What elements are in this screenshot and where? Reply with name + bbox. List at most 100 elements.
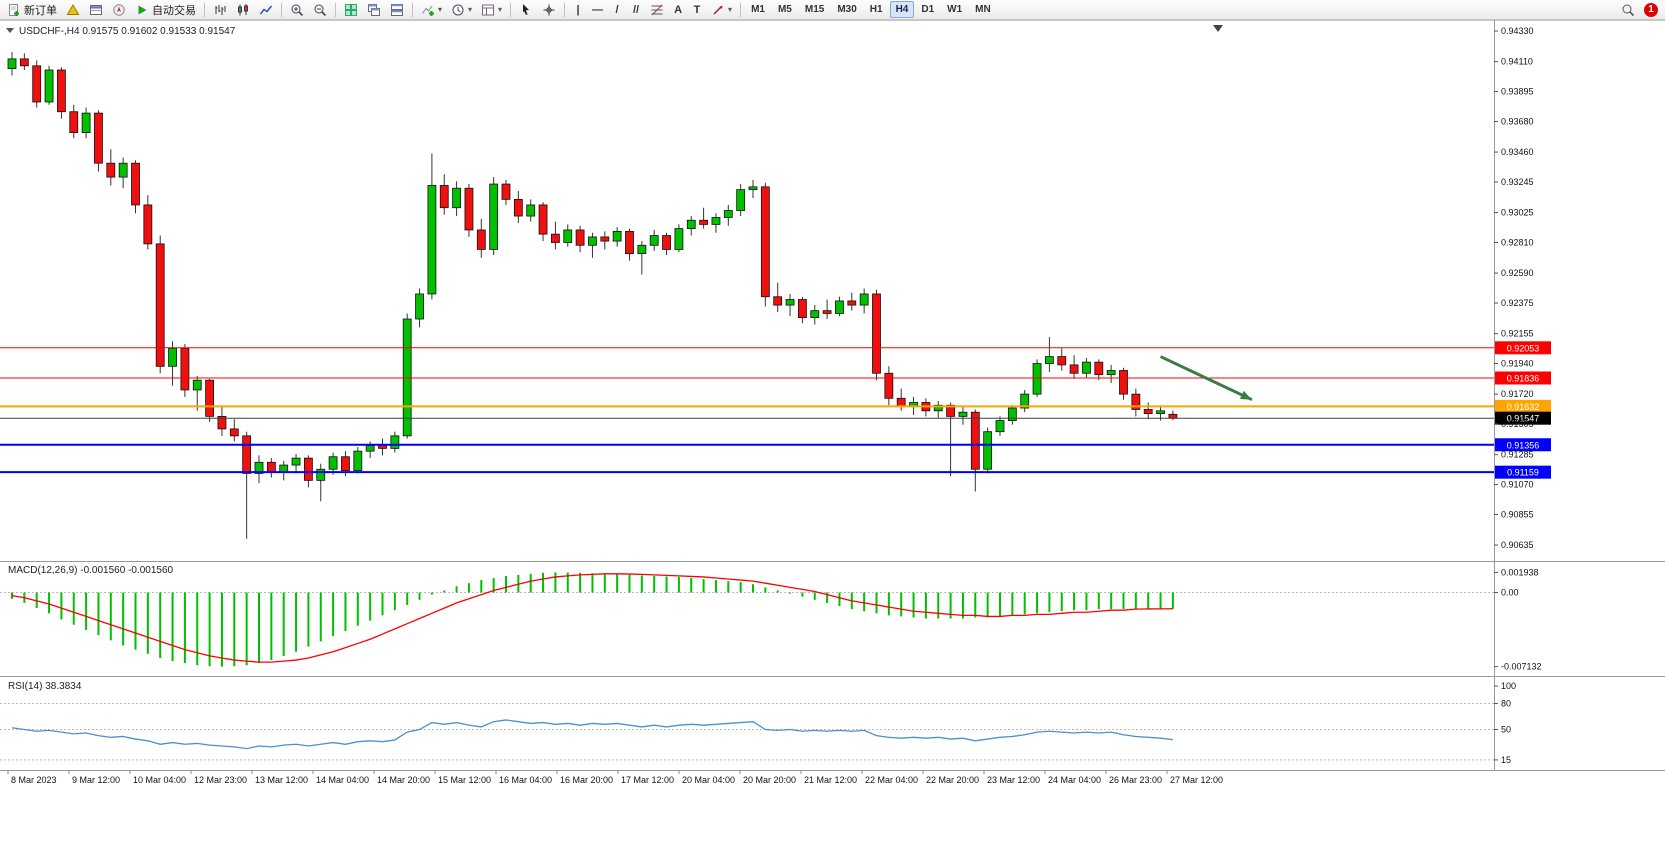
templates-icon [482, 4, 495, 15]
new-order-icon [9, 3, 19, 16]
svg-text:21 Mar 12:00: 21 Mar 12:00 [804, 775, 857, 785]
svg-text:0.92155: 0.92155 [1501, 329, 1534, 339]
data-window-button[interactable] [85, 0, 107, 20]
svg-text:0.94330: 0.94330 [1501, 26, 1534, 36]
svg-text:10 Mar 04:00: 10 Mar 04:00 [133, 775, 186, 785]
fibonacci-button[interactable] [646, 0, 668, 20]
svg-text:50: 50 [1501, 725, 1511, 735]
autotrading-button[interactable]: 自动交易 [131, 0, 200, 20]
toolbar-separator [740, 2, 742, 17]
trend-arrow[interactable] [1159, 355, 1253, 402]
crosshair-icon [543, 4, 555, 15]
timeframe-button-m30[interactable]: M30 [837, 4, 857, 15]
timeframe-button-d1[interactable]: D1 [921, 4, 935, 15]
indicators-button[interactable]: ▾ [417, 0, 446, 20]
rsi-line [11, 719, 1173, 750]
time-axis[interactable]: 8 Mar 2023 9 Mar 12:00 10 Mar 04:00 12 Mar … [7, 770, 1223, 785]
svg-text:24 Mar 04:00: 24 Mar 04:00 [1048, 775, 1101, 785]
tile-horizontal-button[interactable] [386, 0, 408, 20]
svg-text:100: 100 [1501, 681, 1516, 691]
channel-button[interactable]: // [627, 0, 645, 20]
search-button[interactable] [1617, 0, 1639, 20]
svg-text:0.93245: 0.93245 [1501, 177, 1534, 187]
horizontal-line-button[interactable]: — [588, 0, 607, 20]
price-tag [1495, 399, 1551, 413]
candlestick-chart-button[interactable] [232, 0, 254, 20]
line-chart-button[interactable] [255, 0, 277, 20]
svg-text:80: 80 [1501, 698, 1511, 708]
svg-text:17 Mar 12:00: 17 Mar 12:00 [621, 775, 674, 785]
arrows-tool-icon [713, 5, 723, 15]
text-button[interactable]: A [669, 0, 687, 20]
toolbar-separator [281, 2, 282, 17]
timeframe-button-mn[interactable]: MN [975, 4, 991, 15]
candlestick-series [7, 51, 1178, 539]
notification-badge[interactable]: 1 [1644, 2, 1658, 17]
svg-text:0.93680: 0.93680 [1501, 116, 1534, 126]
svg-text:16 Mar 04:00: 16 Mar 04:00 [499, 775, 552, 785]
arrows-button[interactable]: ▾ [707, 0, 736, 20]
timeframe-button-m15[interactable]: M15 [804, 4, 825, 15]
svg-text:0.91940: 0.91940 [1501, 359, 1534, 369]
market-watch-button[interactable] [62, 0, 84, 20]
label-button[interactable]: T [688, 0, 706, 20]
timeframe-button-h4[interactable]: H4 [889, 1, 915, 18]
price-tag [1495, 465, 1551, 479]
zoom-out-button[interactable] [309, 0, 331, 20]
indicators-icon [422, 5, 434, 16]
label-tool-icon: T [693, 3, 701, 16]
timeframe-button-w1[interactable]: W1 [947, 4, 963, 15]
fibonacci-icon [651, 4, 663, 15]
svg-text:0.93460: 0.93460 [1501, 147, 1534, 157]
rsi-label: RSI(14) 38.3834 [8, 681, 82, 692]
svg-text:27 Mar 12:00: 27 Mar 12:00 [1170, 775, 1223, 785]
chart-canvas[interactable]: 0.92053 0.91836 0.91632 0.91547 0.91356 0.911… [0, 20, 1665, 841]
periods-button[interactable]: ▾ [447, 0, 476, 20]
svg-text:0.93895: 0.93895 [1501, 87, 1534, 97]
svg-text:26 Mar 23:00: 26 Mar 23:00 [1109, 775, 1162, 785]
chart-ohlc-label: USDCHF-,H4 0.91575 0.91602 0.91533 0.915… [19, 26, 236, 37]
price-axis[interactable]: 0.94330 0.94110 0.93895 0.93680 0.93460 0.932… [1494, 26, 1534, 550]
new-order-button[interactable]: 新订单 [3, 0, 61, 20]
cursor-button[interactable] [515, 0, 537, 20]
templates-button[interactable]: ▾ [477, 0, 506, 20]
dropdown-caret-icon: ▾ [438, 4, 443, 14]
chart-shift-marker[interactable] [1213, 25, 1223, 32]
timeframe-button-m5[interactable]: M5 [777, 4, 792, 15]
macd-signal-line [11, 573, 1173, 663]
hline-layer: 0.92053 0.91836 0.91632 0.91547 0.91356 0.911… [0, 341, 1551, 479]
svg-text:0.001938: 0.001938 [1501, 567, 1539, 577]
timeframe-button-m1[interactable]: M1 [751, 4, 765, 15]
bar-chart-button[interactable] [209, 0, 231, 20]
cascade-windows-icon [368, 3, 380, 16]
collapse-arrow-icon[interactable] [6, 28, 14, 33]
svg-text:0.91505: 0.91505 [1501, 419, 1534, 429]
toolbar-separator [412, 2, 413, 17]
autotrading-label: 自动交易 [152, 4, 196, 17]
trendline-button[interactable]: / [608, 0, 626, 20]
macd-label: MACD(12,26,9) -0.001560 -0.001560 [8, 565, 174, 576]
cascade-windows-button[interactable] [363, 0, 385, 20]
search-icon [1622, 4, 1635, 16]
navigator-button[interactable] [108, 0, 130, 20]
crosshair-button[interactable] [538, 0, 560, 20]
chart-window: 0.92053 0.91836 0.91632 0.91547 0.91356 0.911… [0, 20, 1665, 841]
zoom-in-button[interactable] [286, 0, 308, 20]
svg-text:0.91720: 0.91720 [1501, 389, 1534, 399]
svg-text:0.92810: 0.92810 [1501, 237, 1534, 247]
svg-text:0.92375: 0.92375 [1501, 298, 1534, 308]
vertical-line-icon: | [576, 3, 580, 16]
svg-text:23 Mar 12:00: 23 Mar 12:00 [987, 775, 1040, 785]
vertical-line-button[interactable]: | [569, 0, 587, 20]
dropdown-caret-icon: ▾ [468, 4, 473, 14]
toolbar-separator [204, 2, 205, 17]
panel-frame [0, 20, 1665, 771]
timeframe-button-h1[interactable]: H1 [869, 4, 883, 15]
svg-text:-0.007132: -0.007132 [1501, 662, 1542, 672]
macd-panel: 0.001938 0.00 -0.007132 MACD(12,26,9) -0.00… [0, 565, 1542, 672]
tile-windows-button[interactable] [340, 0, 362, 20]
svg-text:0.94110: 0.94110 [1501, 57, 1533, 67]
text-tool-icon: A [674, 3, 683, 16]
dropdown-caret-icon: ▾ [728, 4, 733, 14]
main-toolbar: 新订单 自动交易 ▾ ▾ [0, 0, 1665, 20]
